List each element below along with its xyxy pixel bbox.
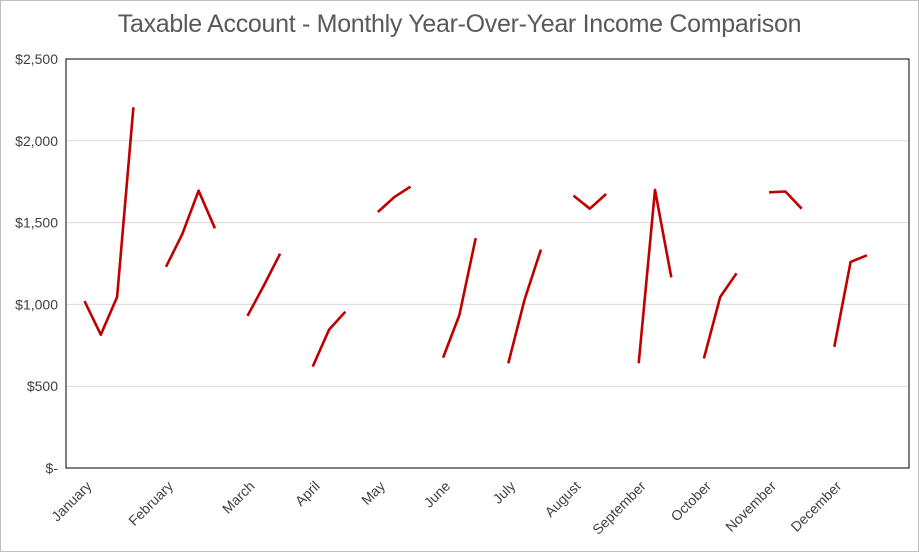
- plot-border: [65, 58, 910, 469]
- x-tick-label: March: [219, 478, 258, 517]
- y-tick-label: $1,000: [15, 296, 58, 312]
- gridlines: [66, 58, 909, 387]
- x-axis-ticks: January February March April May June July Augu…: [48, 478, 845, 538]
- series-line-september: [637, 188, 673, 364]
- x-tick-label: April: [292, 478, 323, 509]
- plot-area-border: [65, 58, 910, 469]
- x-tick-label: June: [420, 478, 453, 511]
- x-tick-label: January: [48, 478, 95, 525]
- series-line-august: [572, 193, 607, 210]
- series-line-january: [83, 107, 135, 337]
- y-tick-label: $-: [46, 460, 59, 476]
- series-line-march: [246, 253, 282, 317]
- series-line-february: [164, 189, 217, 268]
- y-tick-label: $500: [27, 378, 58, 394]
- y-tick-label: $2,000: [15, 133, 58, 149]
- chart-title: Taxable Account - Monthly Year-Over-Year…: [117, 10, 802, 38]
- series-lines: [83, 107, 868, 368]
- series-line-november: [769, 190, 803, 210]
- y-tick-label: $1,500: [15, 215, 58, 231]
- y-tick-label: $2,500: [15, 51, 58, 67]
- series-line-april: [311, 310, 347, 368]
- x-tick-label: August: [541, 478, 583, 520]
- series-line-october: [702, 272, 738, 359]
- x-tick-label: October: [667, 478, 714, 525]
- series-line-june: [441, 237, 477, 359]
- x-tick-label: July: [489, 478, 518, 507]
- y-axis-ticks: $- $500 $1,000 $1,500 $2,000 $2,500: [15, 51, 58, 476]
- x-tick-label: December: [787, 478, 844, 535]
- x-tick-label: May: [358, 478, 388, 508]
- series-line-july: [507, 249, 543, 364]
- x-tick-label: September: [589, 478, 649, 538]
- series-line-may: [377, 185, 412, 213]
- x-tick-label: November: [722, 478, 779, 535]
- x-tick-label: February: [125, 478, 176, 529]
- series-line-december: [833, 254, 868, 348]
